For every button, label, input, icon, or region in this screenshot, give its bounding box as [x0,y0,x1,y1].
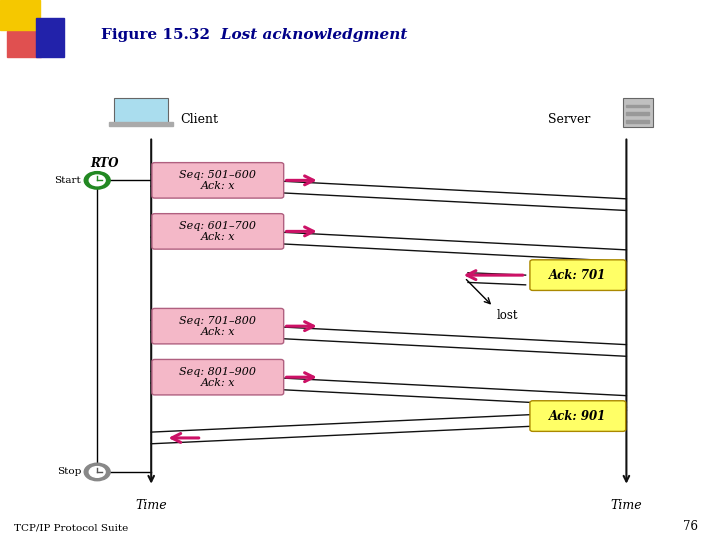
Bar [109,122,173,126]
Circle shape [84,172,110,189]
Circle shape [89,175,105,186]
Text: Ack: x: Ack: x [201,327,235,336]
Text: Ack: x: Ack: x [201,377,235,388]
FancyBboxPatch shape [152,360,284,395]
Text: Ack: x: Ack: x [201,232,235,242]
Text: Seq: 601–700: Seq: 601–700 [179,221,256,231]
Text: Stop: Stop [57,468,81,476]
Text: Seq: 801–900: Seq: 801–900 [179,367,256,377]
Text: Figure 15.32: Figure 15.32 [101,28,210,42]
Bar [626,105,649,107]
Text: Server: Server [548,113,590,126]
FancyBboxPatch shape [530,401,626,431]
Circle shape [84,463,110,481]
Text: Time: Time [135,499,167,512]
FancyBboxPatch shape [152,308,284,344]
Text: Start: Start [55,176,81,185]
Text: Seq: 701–800: Seq: 701–800 [179,316,256,326]
FancyBboxPatch shape [152,214,284,249]
Text: TCP/IP Protocol Suite: TCP/IP Protocol Suite [14,524,129,532]
FancyBboxPatch shape [114,98,168,123]
Text: Ack: x: Ack: x [201,181,235,191]
Text: Seq: 501–600: Seq: 501–600 [179,170,256,180]
Text: 76: 76 [683,519,698,532]
Text: lost: lost [497,309,518,322]
Text: RTO: RTO [90,157,119,170]
Bar [626,120,649,123]
FancyBboxPatch shape [152,163,284,198]
FancyBboxPatch shape [623,98,653,127]
Text: Time: Time [611,499,642,512]
Text: Ack: 701: Ack: 701 [549,268,606,282]
Bar [626,112,649,115]
Text: Ack: 901: Ack: 901 [549,409,606,423]
Text: Lost acknowledgment: Lost acknowledgment [205,28,408,42]
FancyBboxPatch shape [530,260,626,291]
Circle shape [89,467,105,477]
Text: Client: Client [180,113,218,126]
